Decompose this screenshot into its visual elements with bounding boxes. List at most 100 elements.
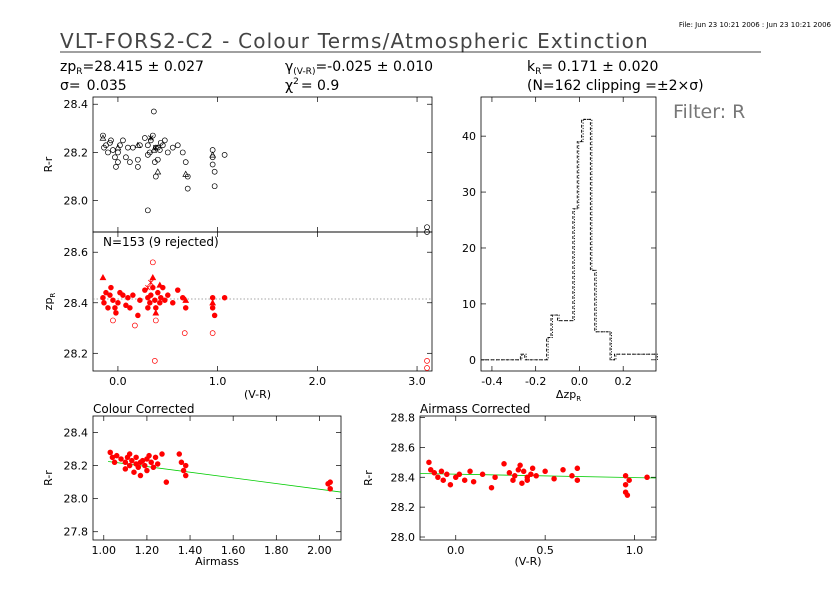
data-point [528,471,534,478]
data-point [435,474,441,481]
y-tick-label: 30 [462,186,476,199]
stats-block: zpR=28.415 ± 0.027 σ= 0.035 γ(V-R)=-0.025… [60,59,704,94]
data-point [624,492,631,498]
accepted-point [103,289,109,296]
accepted-point [99,273,107,281]
accepted-point [150,284,156,291]
panel-title: Airmass Corrected [420,402,530,416]
data-point [169,144,176,151]
data-point [574,477,581,483]
x-tick-label: 1.40 [178,544,203,557]
y-tick-label: 28.4 [391,471,416,484]
data-point [182,170,190,177]
x-tick-label: 1.00 [92,544,117,557]
data-point [622,473,629,479]
data-point [112,154,118,161]
y-tick-label: 27.8 [64,526,89,539]
x-tick-label: -0.4 [481,375,502,388]
data-point [142,462,148,469]
accepted-point [100,294,106,301]
y-tick-label: 28.2 [64,146,89,159]
histogram-all-dotted [482,118,658,361]
raw-colour-panel: 28.0 28.2 28.4 R-r [42,96,433,235]
data-point [137,472,144,479]
data-point [174,142,181,149]
data-point [444,471,450,478]
data-point [453,474,459,481]
y-axis-label: R-r [42,156,55,172]
data-point [560,467,566,473]
y-tick-label: 28.6 [391,441,416,454]
accepted-point [110,297,116,303]
page-title: VLT-FORS2-C2 - Colour Terms/Atmospheric … [60,29,649,53]
data-point [148,459,154,466]
x-tick-label: 1.0 [209,375,227,388]
data-point [131,469,137,475]
accepted-point [152,309,160,316]
x-tick-label: 0.0 [109,375,127,388]
data-point [120,137,126,144]
data-point [515,467,522,473]
x-axis-label: (V-R) [514,555,541,568]
x-tick-label: 0.0 [571,375,589,388]
data-point [141,135,148,141]
data-point [551,475,557,482]
plot-frame [92,231,433,372]
sigma-stat: σ= 0.035 [60,78,127,94]
y-axis-label: R-r [362,470,375,486]
y-tick-label: 28.2 [391,501,416,514]
histogram-panel: -0.4 -0.2 0.0 0.2 0 10 20 30 40 ΔzpR [462,96,658,403]
data-point [152,454,159,461]
data-point [574,465,581,472]
data-point [184,185,191,192]
data-point [506,470,513,476]
data-point [105,149,111,156]
accepted-point [179,294,186,301]
data-point [501,461,507,467]
data-point [488,484,495,491]
accepted-point [209,305,216,311]
data-point [150,146,158,153]
accepted-point [148,292,154,298]
data-point [569,473,575,479]
data-point [108,137,114,144]
x-axis-label: (V-R) [244,388,271,401]
data-point [517,462,523,469]
accepted-point [135,312,141,319]
y-tick-label: 28.0 [64,493,89,506]
x-tick-label: -0.2 [525,375,546,388]
accepted-point [130,292,136,298]
data-point [135,164,141,170]
data-point [159,142,166,149]
data-point [150,464,157,471]
data-point [113,452,120,459]
y-tick-label: 28.2 [64,347,89,360]
plot-frame [92,96,433,233]
data-point [163,479,170,485]
data-point [447,481,454,488]
data-point [127,159,133,165]
accepted-point [101,300,107,306]
data-point [179,149,186,156]
clipping-stat: (N=162 clipping =±2×σ) [527,78,704,94]
data-point [154,461,161,467]
data-point [176,451,183,457]
data-point [134,141,142,148]
accepted-point [147,300,153,306]
zp-colour-panel: 0.0 1.0 2.0 3.0 28.2 28.4 28.6 zpR (V-R) N=153 (9… [42,231,433,401]
data-point [211,168,218,175]
x-axis-label: Airmass [195,555,239,568]
data-point [520,468,527,475]
x-tick-label: 0.2 [614,375,632,388]
data-point [154,168,162,175]
data-point [424,224,430,231]
data-point [114,144,122,151]
data-point [122,466,129,472]
data-point [125,144,131,151]
data-point [135,156,141,163]
data-point [519,480,525,486]
y-tick-label: 28.4 [64,297,89,310]
k-stat: kR= 0.171 ± 0.020 [527,59,658,77]
accepted-point [158,294,164,301]
